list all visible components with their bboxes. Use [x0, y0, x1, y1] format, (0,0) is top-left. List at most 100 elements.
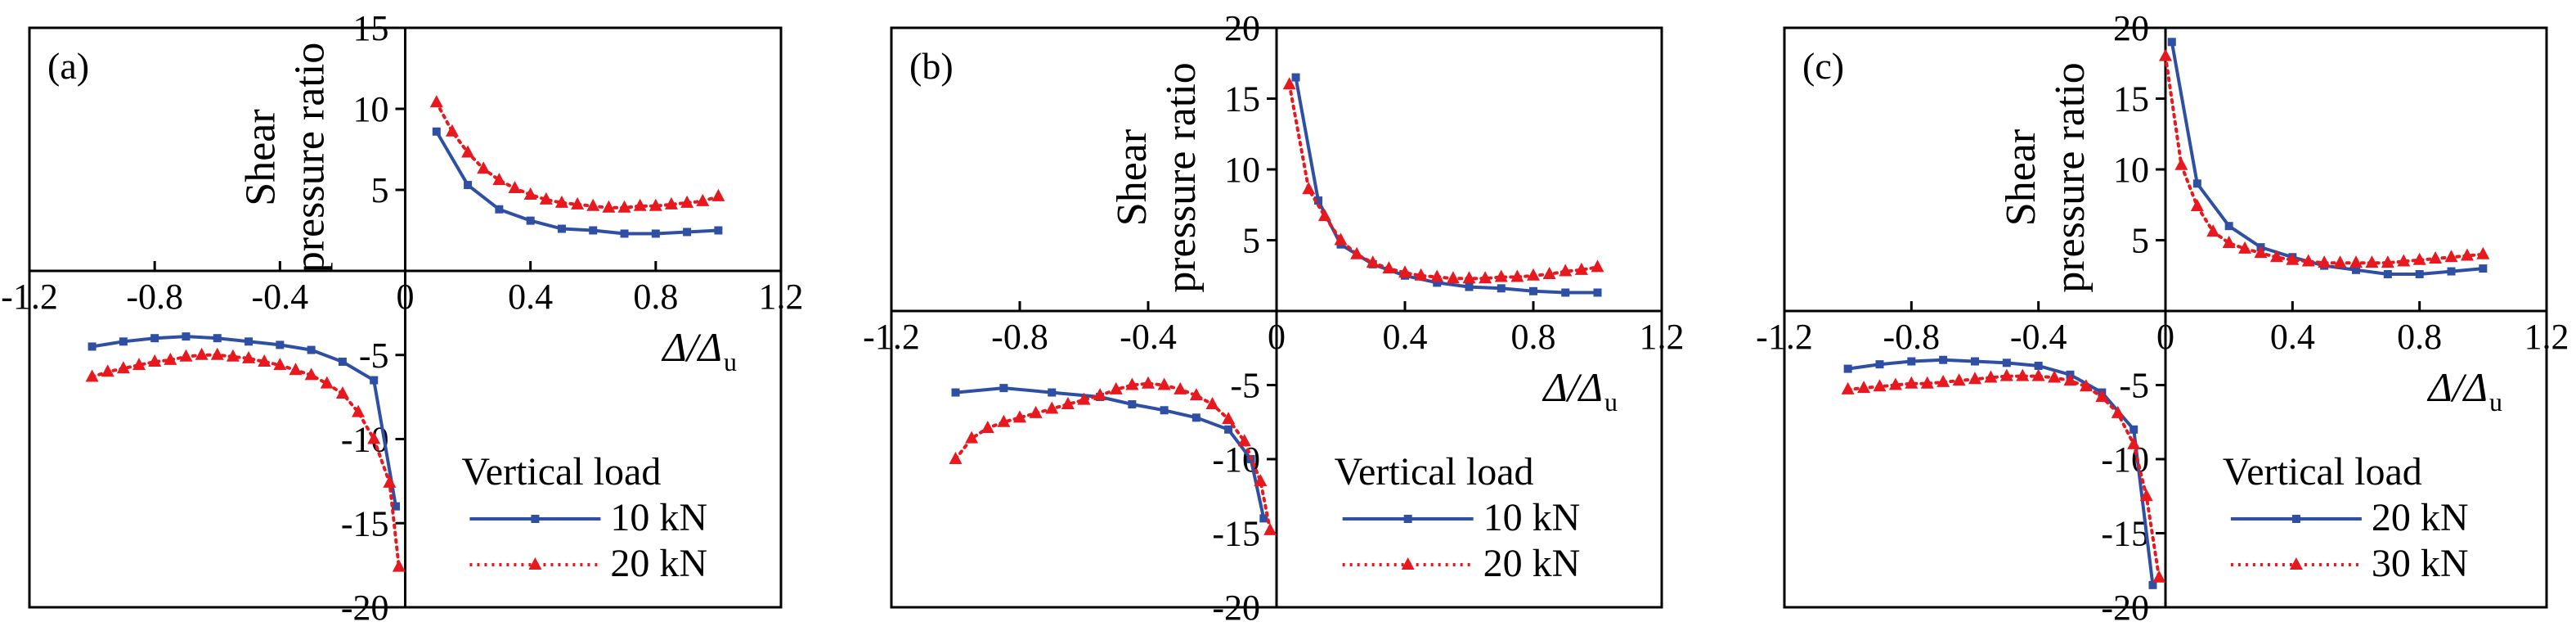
data-point [508, 181, 522, 194]
data-point [2365, 255, 2379, 268]
legend-title: Vertical load [461, 450, 661, 494]
legend-marker [528, 557, 542, 570]
data-point [179, 349, 193, 362]
data-point [1984, 370, 1998, 383]
data-point [383, 475, 397, 488]
data-point [2034, 361, 2043, 370]
data-point [1430, 269, 1444, 282]
data-point [1971, 357, 1979, 366]
data-point [680, 195, 694, 208]
data-point [1334, 232, 1348, 246]
data-point [85, 369, 99, 382]
data-point [320, 376, 334, 389]
data-point [1479, 271, 1492, 284]
data-point [2111, 405, 2125, 418]
y-axis-label: Shear [1109, 129, 1156, 226]
data-point [132, 358, 146, 371]
data-point [1462, 271, 1476, 284]
data-point [1259, 514, 1268, 523]
legend-label: 30 kN [2372, 542, 2469, 585]
data-point [1189, 388, 1203, 401]
data-point [1875, 360, 1884, 369]
series-line-negative [1846, 374, 2161, 579]
x-tick-label: 1.2 [1640, 317, 1685, 357]
data-point [1433, 278, 1442, 287]
data-point [2269, 250, 2283, 263]
x-axis-label-subscript: u [2489, 387, 2502, 417]
x-tick-label: -0.8 [991, 317, 1048, 357]
data-point [182, 332, 191, 341]
y-axis-label: pressure ratio [287, 43, 334, 273]
data-point [999, 384, 1008, 393]
y-tick-label: -20 [341, 588, 389, 628]
series-line-positive [434, 129, 720, 236]
y-tick-label: 10 [353, 89, 389, 129]
data-point [1542, 267, 1556, 280]
legend-marker [1403, 515, 1412, 523]
data-point [495, 205, 504, 214]
x-axis-label: Δ/Δ [1542, 364, 1603, 410]
data-point [2002, 358, 2011, 367]
data-point [2444, 250, 2458, 263]
data-point [1561, 288, 1570, 297]
data-point [617, 200, 631, 213]
y-tick-label: 10 [1224, 150, 1260, 190]
x-tick-label: -0.8 [1883, 317, 1941, 357]
data-point [1142, 376, 1155, 389]
data-point [651, 229, 660, 238]
data-point [1125, 377, 1139, 390]
series-line-positive [1294, 75, 1600, 295]
data-point [432, 127, 441, 136]
data-point [2190, 198, 2204, 211]
legend-label: 20 kN [1483, 542, 1581, 585]
data-point [664, 196, 678, 210]
panel-3: -1.2 -0.8 -0.4 0 0.4 0.8 1.2-20-15-10-55101520… [1756, 8, 2569, 628]
data-point [338, 357, 347, 366]
data-point [696, 193, 710, 206]
data-point [620, 229, 629, 238]
data-point [1045, 401, 1059, 414]
data-point [2301, 254, 2315, 267]
data-point [2460, 248, 2474, 261]
x-tick-label: -0.4 [2010, 317, 2067, 357]
y-tick-label: -20 [2101, 588, 2149, 628]
data-point [429, 95, 443, 108]
data-point [1873, 379, 1887, 392]
data-point [304, 367, 318, 381]
x-tick-label: -1.2 [863, 317, 920, 357]
data-point [981, 420, 994, 433]
panel-label: (b) [909, 45, 954, 87]
y-tick-label: 5 [371, 170, 389, 210]
data-point [2079, 379, 2093, 392]
panel-2: -1.2 -0.8 -0.4 0 0.4 0.8 1.2-20-15-10-55101520… [863, 8, 1684, 628]
legend-label: 20 kN [2372, 496, 2469, 539]
data-point [1061, 397, 1075, 410]
data-point [352, 404, 366, 417]
data-point [2095, 389, 2109, 402]
panel-1: -1.2 -0.8 -0.4 0 0.4 0.8 1.2-20-15-10-551015(a… [1, 8, 803, 628]
data-point [1510, 269, 1524, 282]
data-point [2412, 252, 2426, 265]
data-point [1254, 474, 1268, 487]
data-point [1939, 355, 1948, 364]
data-point [557, 224, 566, 233]
y-tick-label: 15 [1224, 79, 1260, 119]
data-point [335, 386, 349, 399]
data-point [1291, 73, 1300, 82]
data-point [1302, 182, 1316, 195]
data-point [2148, 580, 2157, 589]
y-tick-label: 15 [2113, 79, 2149, 119]
data-point [226, 349, 240, 362]
data-point [1205, 397, 1219, 410]
data-point [1591, 259, 1604, 273]
data-point [1494, 269, 1508, 282]
y-tick-label: 5 [2131, 221, 2149, 261]
data-point [464, 181, 473, 190]
data-point [1382, 261, 1396, 274]
data-point [1497, 284, 1506, 293]
data-point [2381, 255, 2394, 268]
data-point [477, 161, 491, 174]
legend-title: Vertical load [1335, 450, 1534, 494]
data-point [711, 188, 725, 201]
data-point [195, 347, 209, 360]
